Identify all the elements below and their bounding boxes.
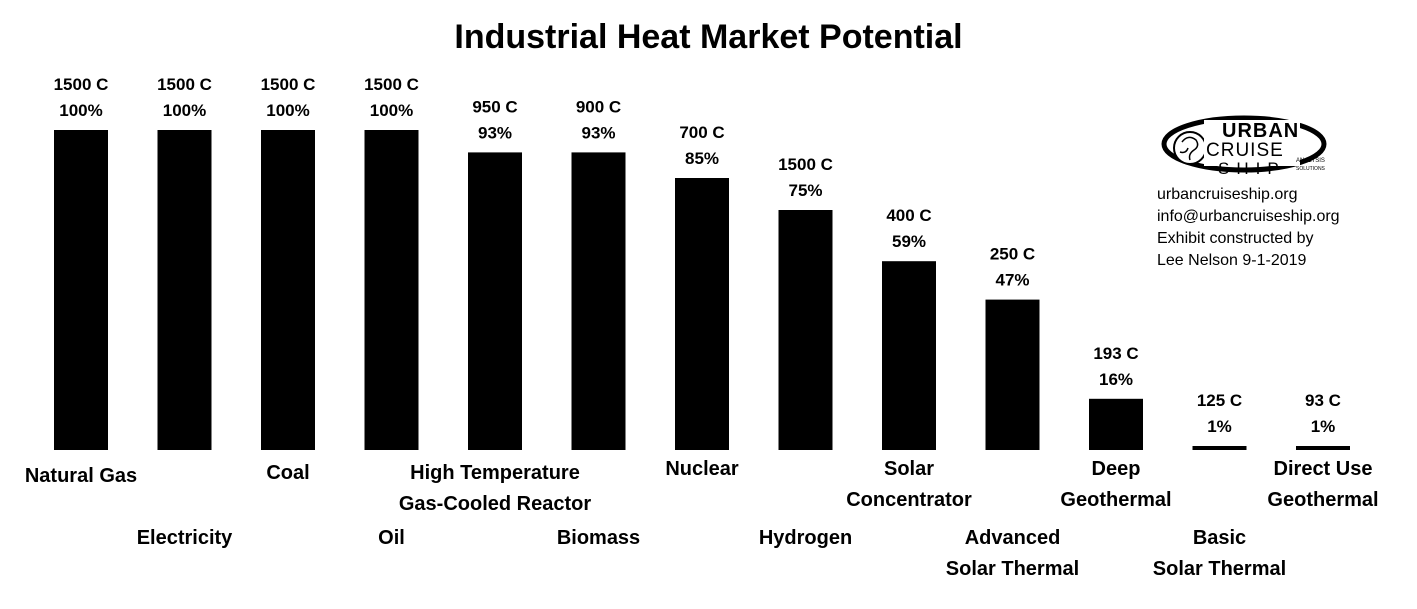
category-label: Hydrogen (759, 527, 852, 549)
bar (1192, 446, 1247, 450)
credit-line-2: Lee Nelson 9-1-2019 (1157, 252, 1307, 269)
bar (675, 178, 729, 450)
category-label: Coal (266, 462, 309, 484)
category-label: High Temperature (410, 462, 580, 484)
temperature-label: 1500 C (364, 75, 419, 94)
temperature-label: 250 C (990, 245, 1035, 264)
category-label: Advanced (965, 527, 1061, 549)
chart-title: Industrial Heat Market Potential (454, 18, 963, 56)
percent-label: 100% (266, 101, 309, 120)
bar (778, 210, 833, 450)
percent-label: 100% (370, 101, 413, 120)
percent-label: 93% (478, 123, 512, 142)
category-label: Solar (884, 458, 934, 480)
attribution-block: urbancruiseship.org info@urbancruiseship… (1157, 184, 1340, 272)
bar (1089, 398, 1143, 450)
bar (54, 130, 108, 450)
percent-label: 100% (59, 101, 102, 120)
category-label: Gas-Cooled Reactor (399, 493, 591, 515)
category-label: Solar Thermal (1153, 558, 1286, 580)
temperature-label: 700 C (679, 123, 724, 142)
percent-label: 93% (581, 123, 615, 142)
logo-tag-solutions: SOLUTIONS (1296, 166, 1326, 172)
bar (882, 261, 936, 450)
bar (571, 152, 626, 450)
category-label: Solar Thermal (946, 558, 1079, 580)
percent-label: 100% (163, 101, 206, 120)
email-text: info@urbancruiseship.org (1157, 208, 1340, 225)
temperature-label: 1500 C (157, 75, 212, 94)
urban-cruise-ship-logo: URBAN CRUISE SHIP ANALYSIS SOLUTIONS (1160, 112, 1340, 185)
category-label: Biomass (557, 527, 640, 549)
bar (364, 130, 419, 450)
temperature-label: 1500 C (261, 75, 316, 94)
percent-label: 75% (788, 181, 822, 200)
temperature-label: 1500 C (778, 155, 833, 174)
category-label: Oil (378, 527, 405, 549)
category-label: Nuclear (665, 458, 739, 480)
percent-label: 1% (1207, 417, 1232, 436)
percent-label: 59% (892, 232, 926, 251)
bar (157, 130, 212, 450)
temperature-label: 1500 C (54, 75, 109, 94)
category-label: Geothermal (1060, 489, 1171, 511)
temperature-label: 125 C (1197, 391, 1242, 410)
percent-label: 16% (1099, 370, 1133, 389)
temperature-label: 93 C (1305, 391, 1341, 410)
category-label: Deep (1092, 458, 1141, 480)
percent-label: 85% (685, 149, 719, 168)
credit-line-1: Exhibit constructed by (1157, 230, 1314, 247)
bar (468, 152, 522, 450)
category-label: Basic (1193, 527, 1246, 549)
logo-text-urban: URBAN (1222, 120, 1299, 142)
bar (261, 130, 315, 450)
temperature-label: 950 C (472, 97, 517, 116)
category-label: Natural Gas (25, 465, 137, 487)
category-label: Direct Use (1274, 458, 1373, 480)
category-label: Concentrator (846, 489, 972, 511)
website-text: urbancruiseship.org (1157, 186, 1298, 203)
temperature-label: 400 C (886, 206, 931, 225)
temperature-label: 900 C (576, 97, 621, 116)
logo-text-cruise: CRUISE (1206, 140, 1284, 161)
logo-text-ship: SHIP (1218, 159, 1286, 178)
bar (1296, 446, 1350, 450)
percent-label: 47% (995, 271, 1029, 290)
category-label: Electricity (137, 527, 233, 549)
temperature-label: 193 C (1093, 344, 1138, 363)
category-label: Geothermal (1267, 489, 1378, 511)
percent-label: 1% (1311, 417, 1336, 436)
logo-tag-analysis: ANALYSIS (1296, 158, 1325, 164)
bar (985, 299, 1040, 450)
